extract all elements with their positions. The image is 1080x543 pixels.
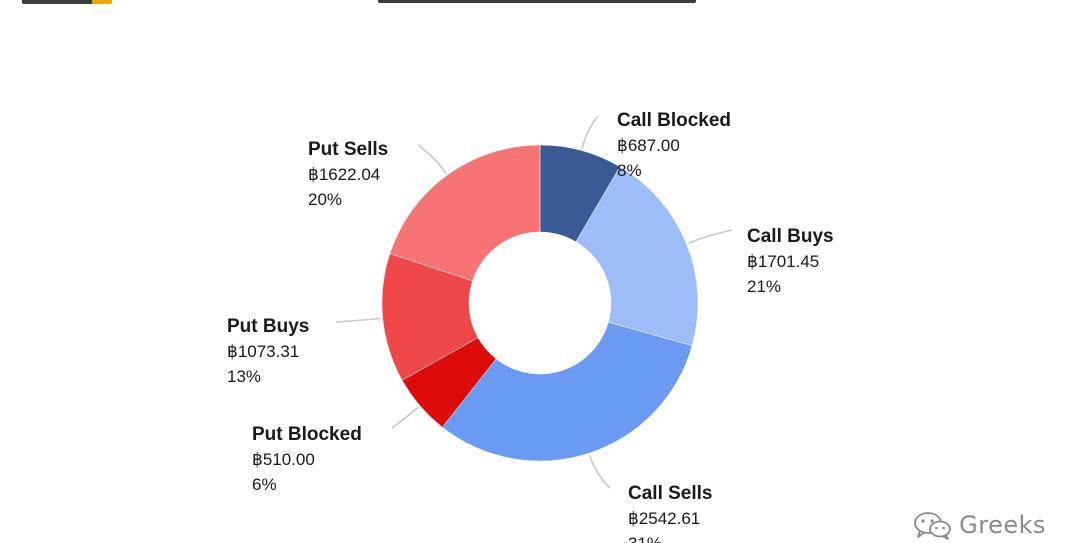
- slice-name-label: Put Buys: [227, 316, 309, 337]
- logo: [22, 0, 112, 4]
- slice-value-label: ฿687.00: [617, 136, 680, 155]
- slice-percent-label: 13%: [227, 367, 261, 386]
- slice-value-label: ฿2542.61: [628, 509, 700, 528]
- data-label-put-sells: Put Sells ฿1622.04 20%: [308, 139, 388, 209]
- slice-name-label: Put Sells: [308, 139, 388, 160]
- connector-put-blocked: [391, 406, 419, 429]
- watermark-text: Greeks: [959, 511, 1046, 539]
- data-label-put-blocked: Put Blocked ฿510.00 6%: [252, 424, 362, 494]
- data-label-call-blocked: Call Blocked ฿687.00 8%: [617, 110, 731, 180]
- slice-name-label: Put Blocked: [252, 424, 362, 445]
- data-label-call-sells: Call Sells ฿2542.61 31%: [628, 483, 713, 543]
- slice-call-sells[interactable]: [441, 321, 693, 462]
- connector-put-buys: [335, 317, 381, 323]
- connector-call-sells: [588, 454, 611, 489]
- slice-percent-label: 31%: [628, 534, 662, 543]
- page-title-fragment: [378, 0, 696, 3]
- slice-percent-label: 8%: [617, 161, 642, 180]
- slice-name-label: Call Buys: [747, 226, 834, 247]
- slices-layer: [381, 144, 699, 462]
- watermark: Greeks: [913, 510, 1046, 540]
- data-label-call-buys: Call Buys ฿1701.45 21%: [747, 226, 834, 296]
- slice-put-sells[interactable]: [389, 144, 541, 282]
- slice-percent-label: 20%: [308, 190, 342, 209]
- slice-call-buys[interactable]: [575, 166, 699, 347]
- slice-value-label: ฿510.00: [252, 450, 315, 469]
- wechat-icon: [914, 512, 952, 540]
- connector-call-blocked: [581, 115, 599, 149]
- slice-percent-label: 6%: [252, 475, 277, 494]
- connectors-layer: [335, 115, 733, 489]
- slice-percent-label: 21%: [747, 277, 781, 296]
- labels-layer: Call Blocked ฿687.00 8% Call Buys ฿1701.45 21…: [227, 110, 834, 543]
- header-strip: [0, 0, 1080, 8]
- slice-value-label: ฿1073.31: [227, 342, 299, 361]
- slice-value-label: ฿1701.45: [747, 252, 819, 271]
- data-label-put-buys: Put Buys ฿1073.31 13%: [227, 316, 309, 386]
- connector-call-buys: [688, 229, 733, 244]
- slice-value-label: ฿1622.04: [308, 165, 380, 184]
- connector-put-sells: [417, 144, 447, 174]
- slice-name-label: Call Sells: [628, 483, 713, 504]
- slice-name-label: Call Blocked: [617, 110, 731, 131]
